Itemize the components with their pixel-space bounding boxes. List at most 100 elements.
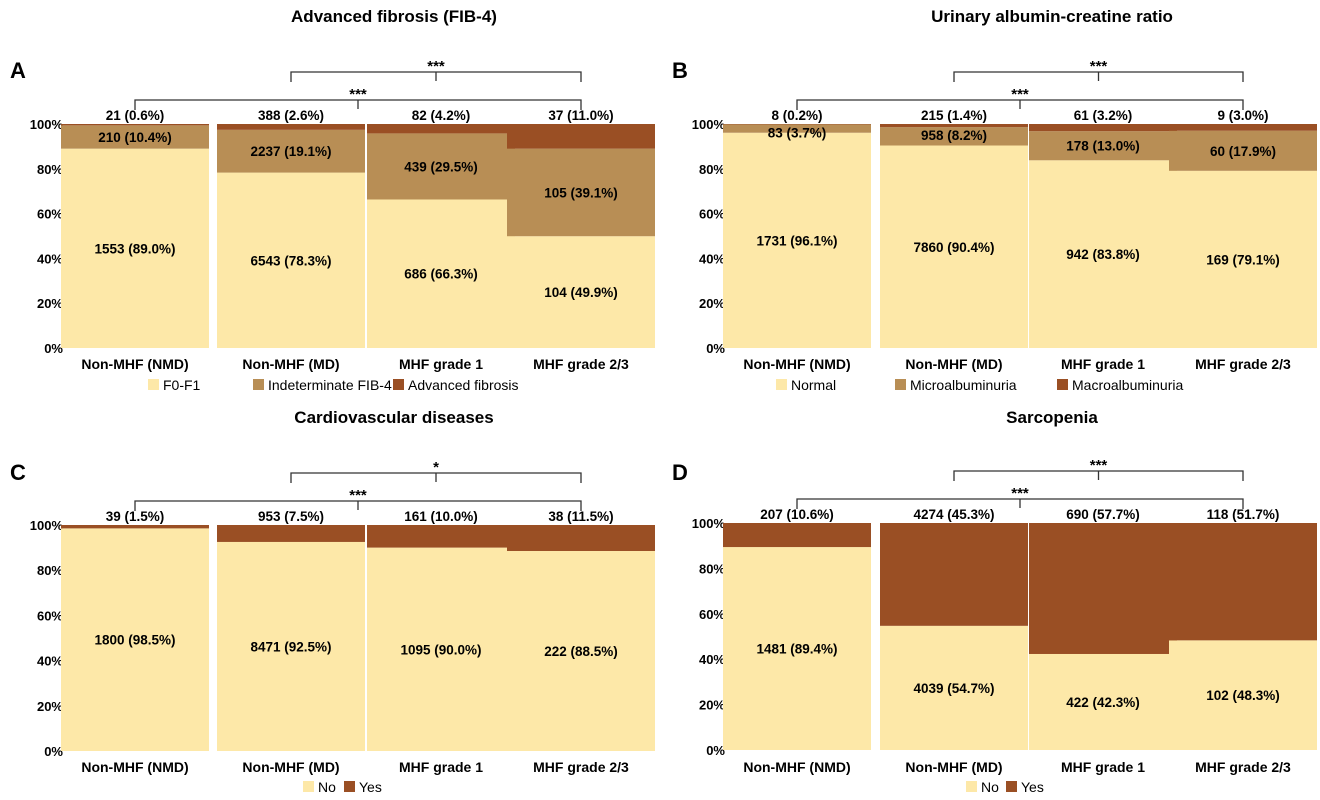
data-label: 7860 (90.4%) [913,240,994,255]
data-label: 8 (0.2%) [771,108,822,123]
bar-segment [1029,131,1177,161]
bar-segment [723,523,871,548]
bar-segment [880,127,1028,146]
significance-bracket: *** [290,58,582,82]
x-category-label: Non-MHF (MD) [905,356,1002,372]
bar-segment [1029,124,1177,132]
y-tick-label: 40% [699,652,725,667]
chart-title: Urinary albumin-creatine ratio [931,7,1173,26]
panel-d: Sarcopenia D 0% 20% 40% 60% 80% 100% 1481 (89.4%… [672,408,1317,795]
legend-swatch [776,379,787,390]
data-label: 104 (49.9%) [544,285,618,300]
chart-title: Cardiovascular diseases [294,408,493,427]
bar-segment [1029,523,1177,654]
bar-segment [217,172,365,348]
panel-b: Urinary albumin-creatine ratio B 0% 20% 40% 6… [672,7,1317,393]
legend-swatch [393,379,404,390]
panel-letter: B [672,58,688,83]
panel-letter: A [10,58,26,83]
data-label: 2237 (19.1%) [250,144,331,159]
legend-swatch [895,379,906,390]
data-label: 37 (11.0%) [548,108,613,123]
bar-segment [507,525,655,551]
bar-segment [1169,640,1317,750]
bar-segment [1169,523,1317,641]
data-label: 210 (10.4%) [98,130,172,145]
data-label: 953 (7.5%) [258,509,324,524]
y-tick-label: 80% [37,162,63,177]
legend-swatch [1057,379,1068,390]
data-label: 686 (66.3%) [404,267,478,282]
legend-entry: No [981,779,999,795]
legend-entry: Advanced fibrosis [408,377,519,393]
legend-swatch [1006,781,1017,792]
bar-segment [1029,653,1177,750]
y-tick-label: 0% [44,341,63,356]
x-category-label: MHF grade 2/3 [1195,759,1291,775]
data-label: 958 (8.2%) [921,128,987,143]
bar-segment [507,148,655,237]
significance-label: *** [349,86,367,103]
data-label: 61 (3.2%) [1074,108,1133,123]
legend-entry: Indeterminate FIB-4 [268,377,392,393]
bar-segment [880,523,1028,626]
x-category-label: MHF grade 1 [1061,356,1145,372]
bar-segment [367,124,515,134]
y-tick-label: 20% [699,698,725,713]
legend-entry: Yes [359,779,382,795]
legend-entry: Normal [791,377,836,393]
panel-letter: D [672,460,688,485]
legend-swatch [148,379,159,390]
significance-label: * [433,459,439,476]
data-label: 8471 (92.5%) [250,639,331,654]
data-label: 178 (13.0%) [1066,139,1140,154]
y-tick-label: 80% [699,162,725,177]
bar-segment [1169,130,1317,171]
y-tick-label: 60% [699,607,725,622]
significance-label: *** [1011,86,1029,103]
bar-segment [723,124,871,133]
bar-segment [880,625,1028,750]
bar-segment [61,528,209,751]
bar-segment [217,541,365,751]
data-label: 161 (10.0%) [404,509,478,524]
data-label: 60 (17.9%) [1210,144,1276,159]
bar-segment [367,525,515,548]
y-tick-label: 100% [30,518,64,533]
data-label: 215 (1.4%) [921,108,987,123]
data-label: 102 (48.3%) [1206,688,1280,703]
x-category-label: Non-MHF (MD) [242,759,339,775]
legend-swatch [303,781,314,792]
legend-entry: No [318,779,336,795]
x-category-label: MHF grade 2/3 [1195,356,1291,372]
x-category-label: MHF grade 1 [399,759,483,775]
bar-segment [61,125,209,149]
data-label: 39 (1.5%) [106,509,165,524]
significance-bracket: *** [953,58,1244,82]
data-label: 4274 (45.3%) [913,507,994,522]
legend-entry: Microalbuminuria [910,377,1017,393]
y-tick-label: 100% [692,117,726,132]
legend-entry: Yes [1021,779,1044,795]
bar-segment [1169,170,1317,348]
chart-title: Advanced fibrosis (FIB-4) [291,7,497,26]
data-label: 38 (11.5%) [548,509,613,524]
y-tick-label: 40% [699,251,725,266]
data-label: 439 (29.5%) [404,159,478,174]
y-tick-label: 0% [44,744,63,759]
significance-label: *** [1011,485,1029,502]
significance-label: *** [1090,457,1108,474]
bar-segment [880,124,1028,128]
data-label: 105 (39.1%) [544,185,618,200]
data-label: 422 (42.3%) [1066,695,1140,710]
bar-segment [217,124,365,130]
y-tick-label: 60% [37,207,63,222]
y-tick-label: 100% [692,516,726,531]
data-label: 21 (0.6%) [106,108,165,123]
panel-c: Cardiovascular diseases C 0% 20% 40% 60% 80% 10… [10,408,655,795]
significance-bracket: * [290,459,582,483]
bar-segment [61,148,209,348]
data-label: 690 (57.7%) [1066,507,1140,522]
x-category-label: MHF grade 1 [399,356,483,372]
